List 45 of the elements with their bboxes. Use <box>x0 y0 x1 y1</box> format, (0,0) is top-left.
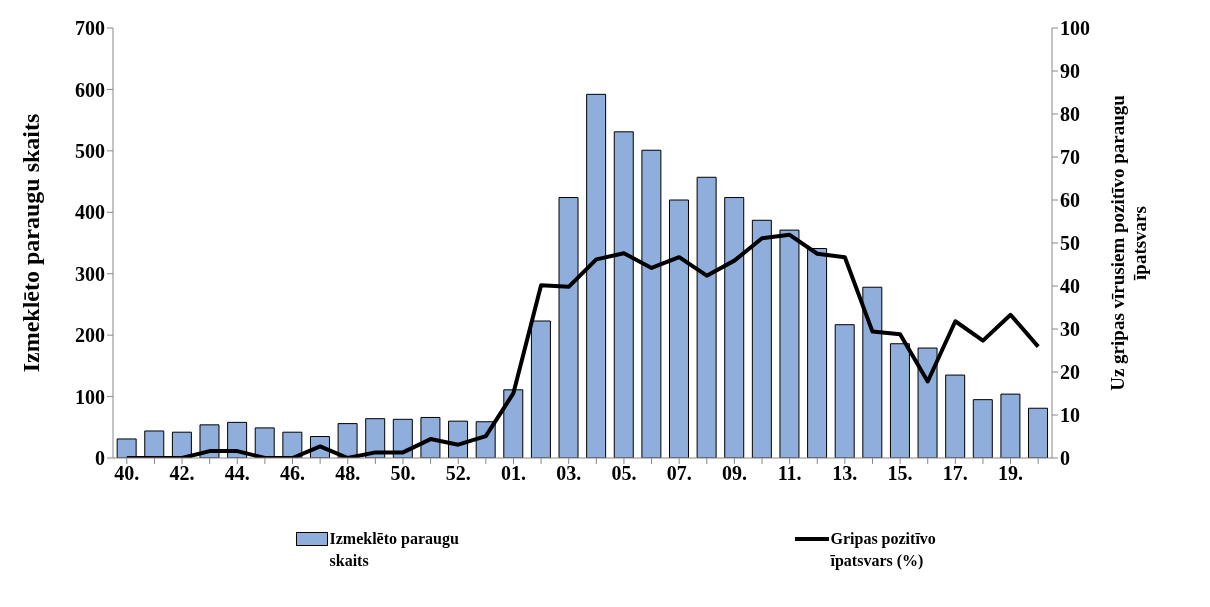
legend-label: Izmeklēto paraugu skaits <box>329 529 460 571</box>
bar <box>972 399 993 458</box>
x-tick-label: 13. <box>832 462 858 485</box>
y-tick-label: 0 <box>95 447 105 470</box>
y2-axis-title: Uz gripas vīrusiem pozitīvo paraugu īpatsvars <box>1107 94 1150 391</box>
y2-tick-label: 70 <box>1060 146 1080 169</box>
x-tick-label: 05. <box>611 462 637 485</box>
x-tick-label: 40. <box>114 462 140 485</box>
y2-tick-label: 50 <box>1060 232 1080 255</box>
y-tick-label: 500 <box>75 139 105 162</box>
legend-label: Gripas pozitīvo īpatsvars (%) <box>830 529 937 572</box>
y2-tick-label: 80 <box>1060 103 1080 126</box>
y2-tick-label: 30 <box>1060 318 1080 341</box>
y-tick-label: 600 <box>75 78 105 101</box>
x-tick-label: 50. <box>390 462 416 485</box>
y-axis-title: Izmeklēto paraugu skaits <box>17 113 44 373</box>
x-tick-label: 15. <box>887 462 913 485</box>
bar <box>1028 407 1049 458</box>
y2-tick-label: 20 <box>1060 361 1080 384</box>
x-tick-label: 07. <box>666 462 692 485</box>
y2-tick-label: 0 <box>1060 447 1070 470</box>
x-tick-label: 44. <box>224 462 250 485</box>
y-tick-label: 300 <box>75 262 105 285</box>
y2-tick-label: 90 <box>1060 60 1080 83</box>
y2-tick-label: 40 <box>1060 275 1080 298</box>
x-tick-label: 48. <box>335 462 361 485</box>
x-tick-label: 11. <box>777 462 802 485</box>
y2-tick-label: 60 <box>1060 189 1080 212</box>
bar <box>1000 393 1021 458</box>
y2-tick-label: 100 <box>1060 17 1090 40</box>
x-tick-label: 01. <box>500 462 526 485</box>
y-tick-label: 200 <box>75 324 105 347</box>
bar <box>834 324 855 458</box>
x-tick-label: 42. <box>169 462 195 485</box>
x-tick-label: 03. <box>556 462 582 485</box>
x-tick-label: 52. <box>445 462 471 485</box>
bar <box>945 374 966 458</box>
x-tick-label: 19. <box>998 462 1024 485</box>
y-tick-label: 100 <box>75 385 105 408</box>
x-tick-label: 17. <box>942 462 968 485</box>
x-tick-label: 09. <box>721 462 747 485</box>
y-tick-label: 700 <box>75 17 105 40</box>
y2-tick-label: 10 <box>1060 404 1080 427</box>
x-tick-label: 46. <box>280 462 306 485</box>
y-tick-label: 400 <box>75 201 105 224</box>
